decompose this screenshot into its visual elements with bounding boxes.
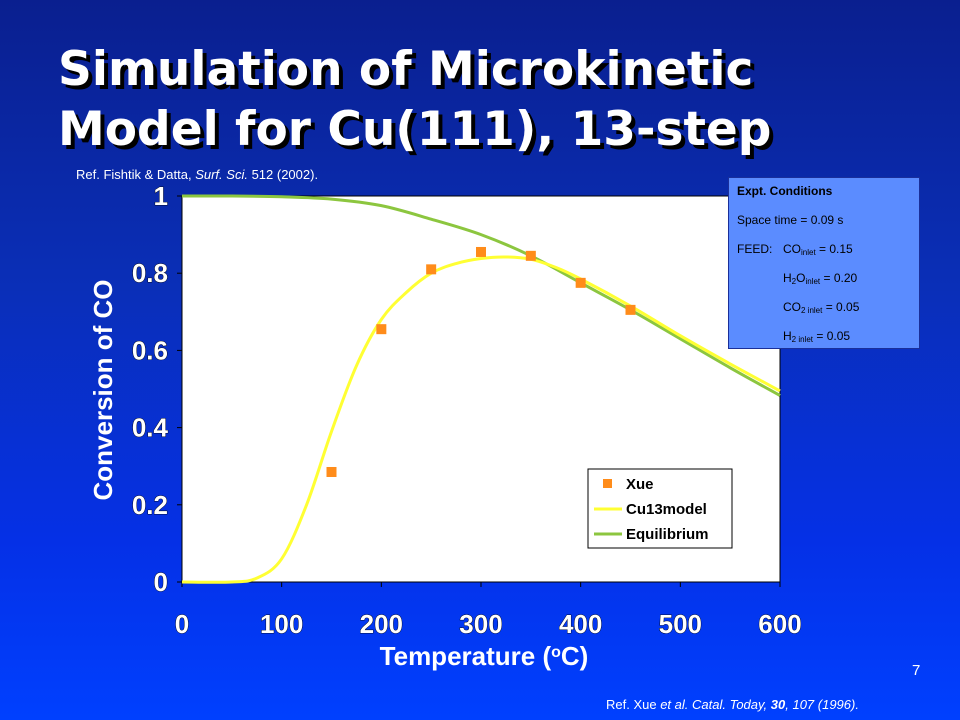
feed-co2: CO2 inlet = 0.05	[783, 300, 860, 315]
x-tick-label: 300	[459, 609, 502, 639]
feed-co: FEED: COinlet = 0.15	[737, 242, 853, 257]
conditions-box: Expt. Conditions Space time = 0.09 s FEE…	[728, 177, 920, 349]
y-tick-label: 0.4	[132, 413, 169, 443]
series-line-cu13model	[181, 255, 781, 584]
data-point-xue	[525, 250, 536, 261]
y-axis-label: Conversion of CO	[88, 279, 118, 500]
x-axis: 0 100 200 300 400 500 600	[174, 582, 802, 639]
y-tick-label: 0.2	[132, 490, 168, 520]
x-tick-label: 400	[559, 609, 602, 639]
page-number: 7	[912, 662, 921, 679]
space-time: Space time = 0.09 s	[737, 213, 844, 227]
data-point-xue	[625, 304, 636, 315]
legend-marker-xue	[603, 479, 612, 488]
y-tick-label: 0	[154, 567, 168, 597]
x-axis-label-main: Temperature (	[380, 641, 552, 671]
title-line-2: Model for Cu(111), 13-step	[58, 102, 772, 157]
x-tick-label: 100	[260, 609, 303, 639]
ref-top-journal: Surf. Sci.	[195, 167, 248, 182]
x-tick-label: 200	[360, 609, 403, 639]
x-axis-label: Temperature (oC)	[380, 641, 589, 671]
x-tick-label: 600	[758, 609, 801, 639]
y-tick-label: 1	[154, 181, 168, 211]
data-point-xue	[326, 466, 337, 477]
y-tick-label: 0.6	[132, 335, 168, 365]
x-axis-label-end: C)	[561, 641, 588, 671]
series-lines	[181, 194, 781, 584]
feed-h2: H2 inlet = 0.05	[783, 329, 851, 344]
x-tick-label: 0	[175, 609, 189, 639]
legend: Xue Cu13model Equilibrium	[587, 468, 733, 549]
y-axis: 0 0.2 0.4 0.6 0.8 1	[131, 181, 182, 597]
series-line-equilibrium	[181, 194, 781, 397]
slide-title: Simulation of Microkinetic Model for Cu(…	[58, 40, 918, 160]
conditions-heading: Expt. Conditions	[737, 184, 833, 198]
reference-top: Ref. Fishtik & Datta, Surf. Sci. 512 (20…	[76, 167, 318, 182]
reference-bottom: Ref. Xue et al. Catal. Today, 30, 107 (1…	[606, 697, 859, 712]
title-line-1: Simulation of Microkinetic	[58, 42, 754, 97]
feed-h2o: H2Oinlet = 0.20	[783, 271, 858, 286]
x-tick-label: 500	[659, 609, 702, 639]
legend-label-xue: Xue	[626, 476, 654, 493]
series-points	[326, 246, 636, 477]
data-point-xue	[575, 277, 586, 288]
x-axis-label-sup: o	[551, 644, 561, 661]
data-point-xue	[426, 264, 437, 275]
data-point-xue	[476, 246, 486, 257]
ref-top-volume: 512 (2002).	[247, 167, 319, 182]
legend-label-cu13model: Cu13model	[626, 501, 707, 518]
y-tick-label: 0.8	[132, 258, 168, 288]
feed-label: FEED:	[737, 242, 773, 256]
ref-top-authors: Ref. Fishtik & Datta,	[76, 167, 196, 182]
legend-label-equilibrium: Equilibrium	[626, 526, 709, 543]
data-point-xue	[376, 324, 387, 335]
